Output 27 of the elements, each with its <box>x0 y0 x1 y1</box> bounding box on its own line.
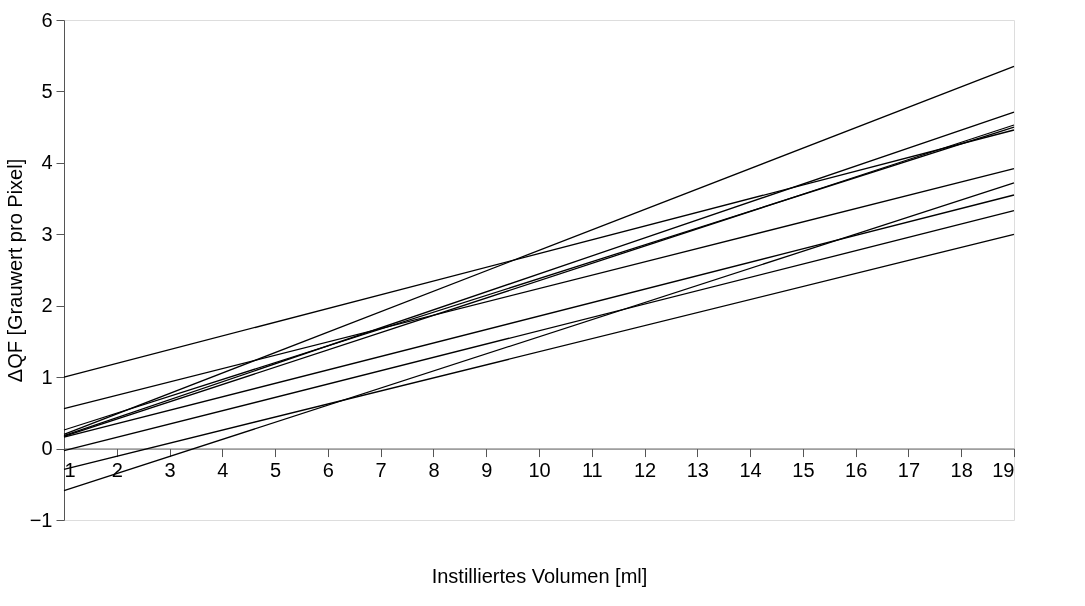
x-tick-label: 5 <box>270 459 282 482</box>
x-tick-label: 19 <box>992 459 1015 482</box>
x-tick-label: 15 <box>792 459 815 482</box>
y-tick-label: 6 <box>41 8 53 31</box>
y-tick-label: 2 <box>41 294 53 317</box>
x-tick-label: 7 <box>375 459 387 482</box>
x-tick-label: 3 <box>164 459 176 482</box>
x-tick-label: 10 <box>528 459 551 482</box>
x-tick-label: 16 <box>845 459 868 482</box>
x-tick-label: 6 <box>322 459 334 482</box>
x-tick-label: 8 <box>428 459 440 482</box>
y-tick-label: 0 <box>41 437 53 460</box>
y-tick-label: 5 <box>41 79 53 102</box>
y-tick-label: 1 <box>41 365 53 388</box>
x-tick-label: 17 <box>897 459 921 482</box>
x-tick-label: 14 <box>739 459 762 482</box>
y-axis-title: ΔQF [Grauwert pro Pixel] <box>3 158 26 383</box>
x-tick-label: 18 <box>950 459 973 482</box>
y-tick-label: −1 <box>29 508 53 531</box>
y-tick-label: 4 <box>41 151 53 174</box>
y-tick-label: 3 <box>41 222 53 245</box>
x-tick-label: 4 <box>217 459 229 482</box>
x-tick-label: 11 <box>581 459 603 482</box>
x-tick-label: 9 <box>481 459 493 482</box>
x-tick-label: 12 <box>633 459 657 482</box>
x-axis-title: Instilliertes Volumen [ml] <box>431 564 648 587</box>
x-tick-label: 13 <box>686 459 709 482</box>
